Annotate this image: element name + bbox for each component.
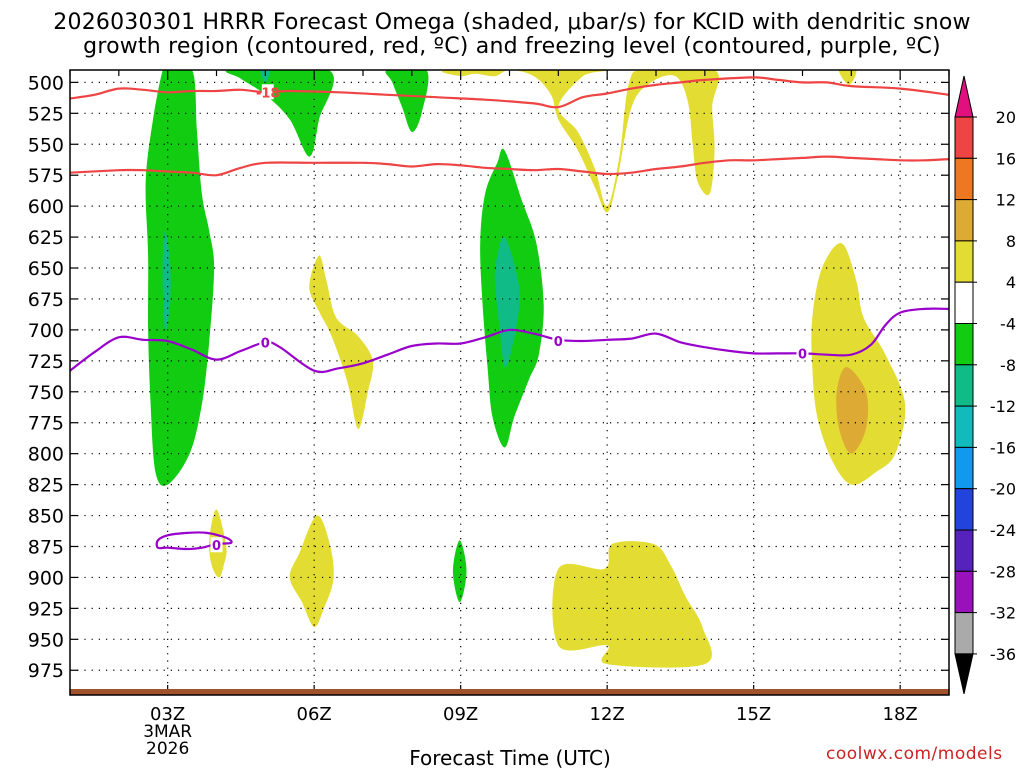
- colorbar-label: 20: [996, 108, 1016, 127]
- y-tick-label-900: 900: [28, 567, 64, 589]
- y-tick-label-725: 725: [28, 351, 64, 373]
- y-tick-label-850: 850: [28, 506, 64, 528]
- y-tick-label-575: 575: [28, 165, 64, 187]
- colorbar-bin-3: [954, 199, 974, 242]
- colorbar-label: -24: [990, 521, 1016, 540]
- x-axis-title: Forecast Time (UTC): [409, 746, 611, 768]
- dgz-lower-contour: [70, 155, 949, 177]
- x-tick-year: 2026: [146, 739, 189, 759]
- y-tick-label-625: 625: [28, 227, 64, 249]
- colorbar-bin-9: [954, 446, 974, 490]
- colorbar-label: 8: [1006, 232, 1016, 251]
- colorbar-bottom-arrow: [954, 653, 974, 695]
- colorbar-label: 16: [996, 149, 1016, 168]
- freezing-level-1-label: 0: [554, 335, 563, 350]
- freezing-level-0-label: 0: [261, 336, 270, 351]
- freezing-level-2-label-bg: [796, 345, 809, 361]
- freezing-level-contour: [70, 307, 949, 374]
- colorbar-bin-10: [954, 488, 974, 531]
- omega-region-pos-light-8: [441, 70, 719, 213]
- y-tick-label-600: 600: [28, 196, 64, 218]
- omega-region-neg-light-7: [452, 540, 467, 603]
- omega-region-pos-light-9: [839, 70, 857, 85]
- colorbar-label: 12: [996, 191, 1016, 210]
- colorbar-label: -32: [990, 604, 1016, 623]
- omega-region-pos-mid-12: [836, 367, 869, 454]
- colorbar-top-arrow: [954, 75, 974, 118]
- y-tick-label-950: 950: [28, 629, 64, 651]
- contour-lines: -18 0 0 0 0: [70, 76, 949, 554]
- colorbar-bin-6: [954, 323, 974, 366]
- freezing-loop-contour: [155, 531, 233, 551]
- omega-region-pos-light-11: [811, 243, 906, 485]
- y-tick-label-500: 500: [28, 72, 64, 94]
- colorbar-label: 4: [1006, 273, 1016, 292]
- freezing-level-2-label: 0: [798, 347, 807, 362]
- freezing-loop-0-label: 0: [212, 539, 221, 554]
- dgz-upper-contour: [70, 76, 949, 109]
- dgz-upper-label: -18: [256, 86, 280, 101]
- omega-region-pos-light-10: [309, 255, 374, 429]
- y-tick-label-750: 750: [28, 382, 64, 404]
- omega-region-neg-mid-6: [494, 236, 520, 368]
- x-tick-label-18Z: 18Z: [883, 704, 918, 725]
- y-tick-label-925: 925: [28, 598, 64, 620]
- y-tick-label-775: 775: [28, 413, 64, 435]
- y-tick-label-800: 800: [28, 444, 64, 466]
- dgz-upper-label-bg: [261, 84, 274, 100]
- colorbar-bin-5: [954, 281, 974, 325]
- chart-title-line-2: growth region (contoured, red, ºC) and f…: [83, 34, 941, 59]
- ground-surface: [70, 689, 949, 695]
- omega-region-neg-mid-3: [260, 70, 271, 83]
- colorbar-label: -12: [990, 397, 1016, 416]
- x-tick-label-06Z: 06Z: [297, 704, 332, 725]
- omega-region-neg-mid-1: [162, 230, 171, 331]
- colorbar-bin-7: [954, 364, 974, 407]
- y-tick-label-975: 975: [28, 660, 64, 682]
- freezing-loop-0-label-bg: [210, 537, 223, 553]
- colorbar-label: -20: [990, 480, 1016, 499]
- colorbar-label: -28: [990, 562, 1016, 581]
- y-tick-label-675: 675: [28, 289, 64, 311]
- x-tick-label-15Z: 15Z: [736, 704, 771, 725]
- colorbar-bin-2: [954, 157, 974, 201]
- colorbar-bin-1: [954, 116, 974, 159]
- y-tick-label-550: 550: [28, 134, 64, 156]
- colorbar-label: -16: [990, 438, 1016, 457]
- x-tick-label-09Z: 09Z: [443, 704, 478, 725]
- x-tick-date: 3MAR: [143, 722, 192, 742]
- colorbar-bin-8: [954, 405, 974, 448]
- colorbar-bin-13: [954, 612, 974, 655]
- freezing-level-1-label-bg: [552, 333, 565, 349]
- omega-region-neg-light-4: [385, 70, 429, 132]
- colorbar-bin-11: [954, 529, 974, 572]
- colorbar-bin-12: [954, 570, 974, 614]
- freezing-level-0-label-bg: [259, 334, 272, 350]
- y-tick-label-525: 525: [28, 103, 64, 125]
- y-tick-label-875: 875: [28, 536, 64, 558]
- plot-frame: [69, 69, 950, 696]
- y-tick-label-650: 650: [28, 258, 64, 280]
- y-axis-tick-labels: 500 525 550 575 600 625 650 675 700 725 750 775 800 8…: [28, 72, 64, 682]
- colorbar-label: -36: [990, 645, 1016, 664]
- x-tick-label-12Z: 12Z: [590, 704, 625, 725]
- omega-region-pos-light-14: [289, 515, 334, 627]
- colorbar: 20 16 12 8 4 -4 -8 -12 -16 -20 -24 -28 -32 -36: [954, 75, 1016, 695]
- colorbar-label: -4: [1000, 315, 1016, 334]
- colorbar-bin-4: [954, 240, 974, 283]
- x-tick-label-03Z: 03Z: [150, 704, 185, 725]
- y-tick-label-700: 700: [28, 320, 64, 342]
- colorbar-label: -8: [1000, 356, 1016, 375]
- y-tick-label-825: 825: [28, 475, 64, 497]
- chart-title-line-1: 2026030301 HRRR Forecast Omega (shaded, …: [53, 10, 971, 35]
- credit-text: coolwx.com/models: [826, 744, 1003, 764]
- omega-region-pos-light-15: [552, 541, 712, 668]
